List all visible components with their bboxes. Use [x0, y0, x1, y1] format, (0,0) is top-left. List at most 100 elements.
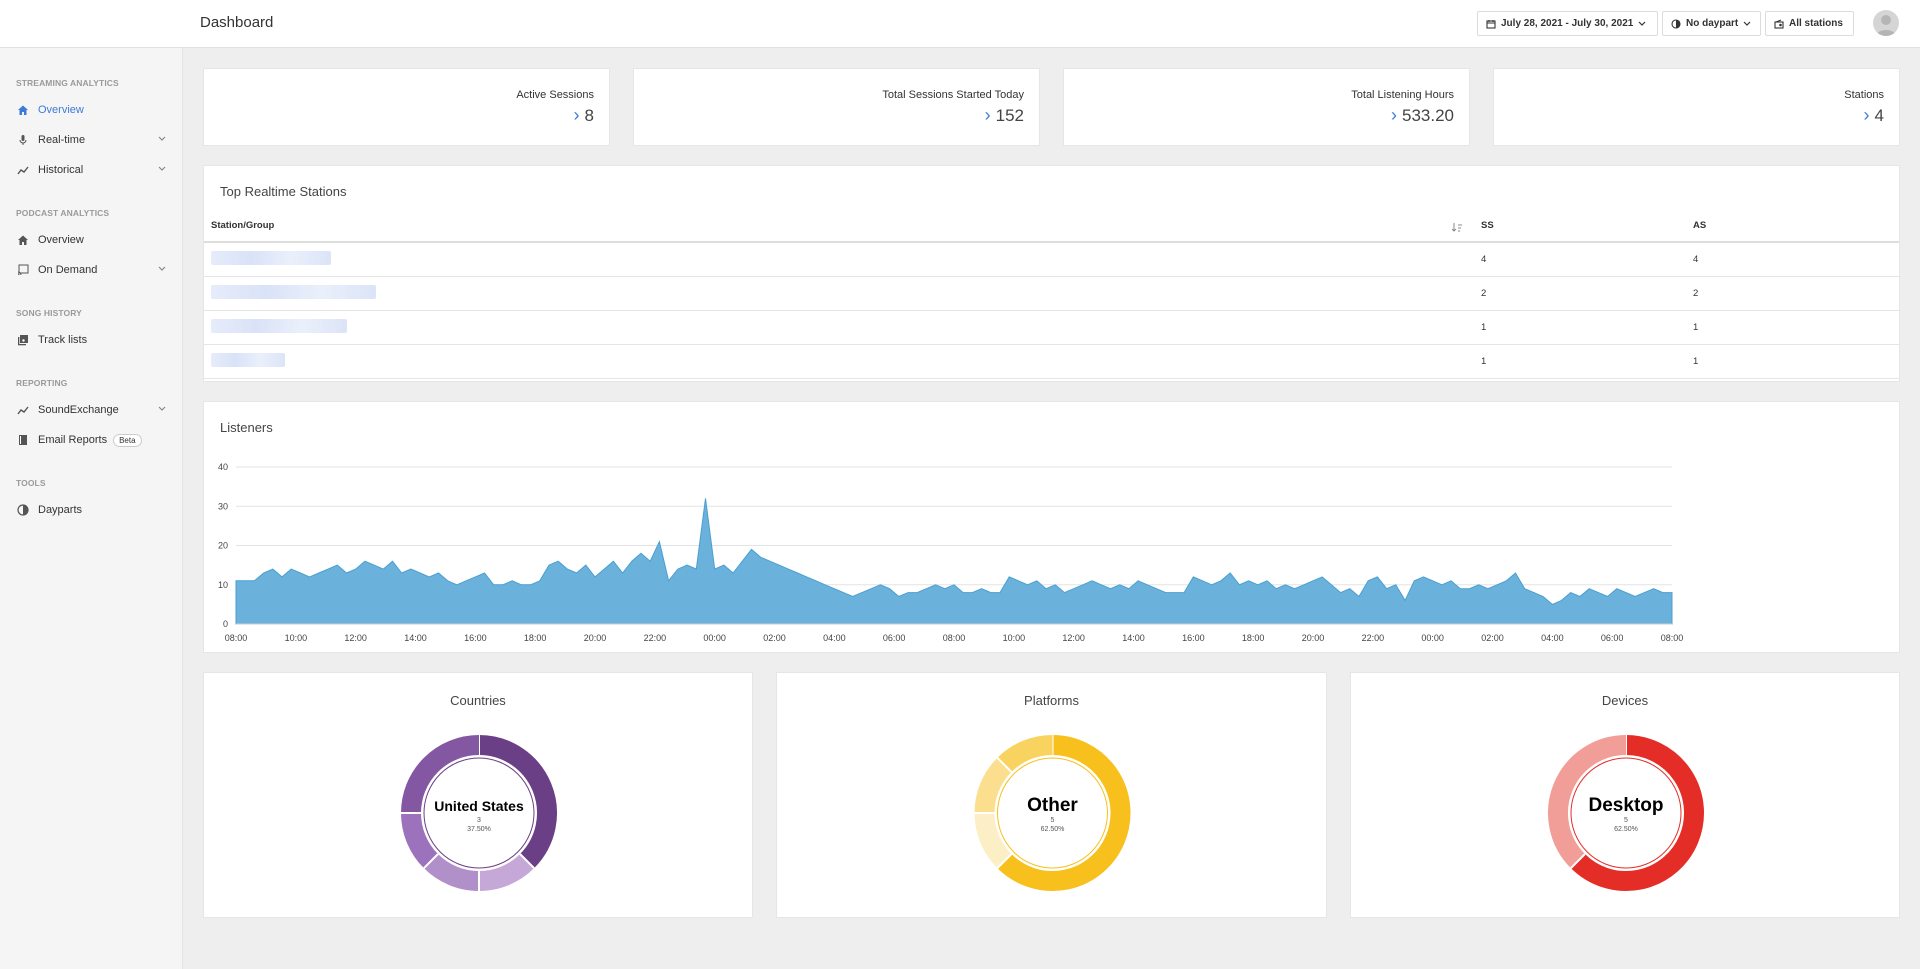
listeners-area [235, 498, 1673, 625]
inner-ring [1570, 757, 1682, 869]
donut-slice [423, 853, 480, 891]
section-tools: TOOLS [16, 478, 46, 488]
donut-center-pct: 37.50% [467, 826, 491, 833]
blurred-station-name [211, 284, 376, 299]
station-name [204, 242, 1474, 277]
y-tick-label: 0 [223, 619, 228, 629]
donut-slice [478, 853, 535, 891]
sidebar: STREAMING ANALYTICS Overview Real-time H… [0, 48, 183, 969]
x-tick-label: 06:00 [883, 633, 906, 643]
cell-ss: 1 [1474, 310, 1686, 345]
stat-value[interactable]: › 152 [984, 105, 1024, 125]
sidebar-item-dayparts[interactable]: Dayparts [0, 497, 183, 523]
donut-slice [1570, 735, 1704, 891]
stat-label: Active Sessions [516, 89, 594, 101]
y-tick-label: 20 [218, 541, 228, 551]
daypart-icon [17, 504, 29, 516]
top-stations-card: Top Realtime Stations Station/Group SS A… [203, 165, 1900, 382]
col-as[interactable]: AS [1686, 210, 1899, 243]
x-tick-label: 14:00 [404, 633, 427, 643]
sidebar-item-overview[interactable]: Overview [0, 97, 183, 123]
cell-ss: 4 [1474, 242, 1686, 277]
slice-separator [519, 853, 535, 869]
stat-value[interactable]: › 4 [1863, 105, 1884, 125]
x-tick-label: 18:00 [1242, 633, 1265, 643]
y-tick-label: 30 [218, 501, 228, 511]
avatar[interactable] [1873, 10, 1899, 36]
date-range-picker[interactable]: July 28, 2021 - July 30, 2021 [1477, 11, 1658, 36]
x-tick-label: 20:00 [1302, 633, 1325, 643]
table-row[interactable]: 1 1 [204, 310, 1899, 345]
donut-slice [974, 812, 1012, 869]
countries-donut-chart[interactable]: United States 3 37.50% [204, 673, 754, 919]
sidebar-item-on-demand[interactable]: On Demand [0, 257, 183, 283]
cell-as: 4 [1686, 242, 1899, 277]
donut-slice [997, 735, 1053, 773]
sidebar-item-realtime[interactable]: Real-time [0, 127, 183, 153]
donut-slice [401, 735, 480, 814]
listeners-chart[interactable]: 0 10 20 30 40 08:00 10:00 12:00 14:00 16:00 18:00 2… [204, 402, 1901, 654]
station-name [204, 310, 1474, 345]
table-row[interactable]: 4 4 [204, 242, 1899, 277]
card-title: Listeners [220, 420, 273, 435]
beta-badge: Beta [113, 433, 142, 447]
inner-ring [423, 757, 535, 869]
donut-slice [974, 757, 1012, 814]
col-ss[interactable]: SS [1474, 210, 1686, 243]
chevron-down-icon [1743, 21, 1751, 26]
sidebar-item-email-reports[interactable]: Email Reports Beta [0, 427, 183, 453]
donut-center-label: Desktop [1589, 795, 1664, 816]
stations-select[interactable]: All stations [1765, 11, 1854, 36]
x-tick-label: 16:00 [1182, 633, 1205, 643]
daypart-icon [1671, 18, 1681, 29]
section-podcast-analytics: PODCAST ANALYTICS [16, 208, 110, 218]
user-icon [1876, 15, 1896, 36]
station-name [204, 276, 1474, 311]
x-tick-label: 18:00 [524, 633, 547, 643]
home-icon [17, 234, 29, 246]
cell-as: 1 [1686, 344, 1899, 379]
stat-value[interactable]: › 8 [573, 105, 594, 125]
listeners-card: Listeners 0 10 20 30 40 08:00 10:00 12:00 14:00 1… [203, 401, 1900, 653]
chevron-right-icon: › [984, 105, 991, 125]
chevron-down-icon [158, 406, 166, 411]
date-range-label: July 28, 2021 - July 30, 2021 [1501, 18, 1634, 29]
slice-separator [423, 853, 439, 869]
x-tick-label: 00:00 [703, 633, 726, 643]
stat-label: Total Sessions Started Today [882, 89, 1024, 101]
x-tick-label: 10:00 [1003, 633, 1026, 643]
stat-card-listening-hours: Total Listening Hours › 533.20 [1063, 68, 1470, 146]
sidebar-item-track-lists[interactable]: Track lists [0, 327, 183, 353]
x-tick-label: 16:00 [464, 633, 487, 643]
stat-card-total-sessions: Total Sessions Started Today › 152 [633, 68, 1040, 146]
sidebar-item-historical[interactable]: Historical [0, 157, 183, 183]
daypart-label: No daypart [1686, 18, 1739, 29]
station-name [204, 344, 1474, 379]
col-station-group[interactable]: Station/Group [204, 210, 1474, 243]
section-reporting: REPORTING [16, 378, 68, 388]
sidebar-item-soundexchange[interactable]: SoundExchange [0, 397, 183, 423]
sidebar-item-podcast-overview[interactable]: Overview [0, 227, 183, 253]
book-icon [17, 434, 29, 446]
table-row[interactable]: 2 2 [204, 276, 1899, 311]
stat-label: Stations [1844, 89, 1884, 101]
stat-value[interactable]: › 533.20 [1391, 105, 1454, 125]
donut-slice [997, 735, 1131, 891]
chevron-right-icon: › [1863, 105, 1870, 125]
chevron-right-icon: › [1391, 105, 1397, 125]
x-tick-label: 00:00 [1421, 633, 1444, 643]
slice-separator [1570, 853, 1586, 869]
page-title: Dashboard [200, 14, 274, 31]
stat-card-active-sessions: Active Sessions › 8 [203, 68, 610, 146]
card-title: Top Realtime Stations [220, 184, 347, 199]
daypart-select[interactable]: No daypart [1662, 11, 1761, 36]
table-row[interactable]: 1 1 [204, 344, 1899, 379]
chevron-down-icon [1638, 21, 1646, 26]
sort-icon[interactable] [1452, 222, 1462, 232]
table-header-row: Station/Group SS AS [204, 210, 1899, 243]
x-tick-label: 02:00 [1481, 633, 1504, 643]
cell-ss: 1 [1474, 344, 1686, 379]
chevron-down-icon [158, 166, 166, 171]
